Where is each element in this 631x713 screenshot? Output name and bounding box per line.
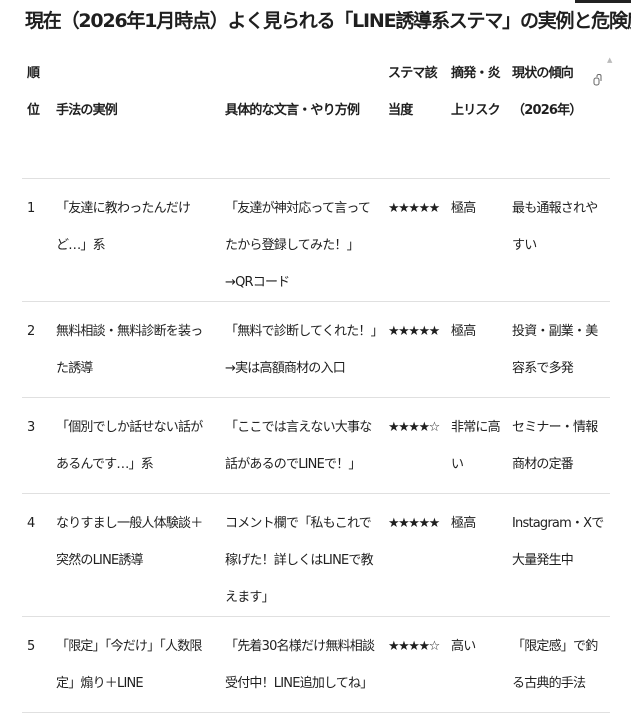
header-stealth: ステマ該当度	[388, 66, 438, 118]
cell-rank: 1	[27, 201, 35, 216]
table-row: 4 なりすまし一般人体験談＋突然のLINE誘導 コメント欄で「私もこれで稼げた！詳し…	[22, 493, 610, 617]
table-row: 2 無料相談・無料診断を装った誘導 「無料で診断してくれた！」→実は高額商材の入口 ★…	[22, 301, 610, 398]
table-row: 1 「友達に教わったんだけど…」系 「友達が神対応って言ってたから登録してみた！」→…	[22, 178, 610, 302]
cell-risk: 非常に高い	[451, 420, 501, 472]
cell-method: 無料相談・無料診断を装った誘導	[56, 324, 203, 376]
table-header-row: 順位 手法の実例 具体的な文言・やり方例 ステマ該当度 摘発・炎上リスク 現状の…	[22, 52, 610, 179]
header-trend: 現状の傾向（2026年）	[512, 66, 582, 118]
cell-example: 「ここでは言えない大事な話があるのでLINEで！」	[225, 420, 372, 472]
stealth-marketing-table: 順位 手法の実例 具体的な文言・やり方例 ステマ該当度 摘発・炎上リスク 現状の…	[22, 52, 610, 713]
cell-rank: 2	[27, 324, 35, 339]
cell-risk: 極高	[451, 516, 476, 531]
cell-rank: 3	[27, 420, 35, 435]
header-example: 具体的な文言・やり方例	[225, 103, 360, 118]
cell-rank: 4	[27, 516, 35, 531]
cell-stealth: ★★★★☆	[388, 420, 440, 435]
cell-method: なりすまし一般人体験談＋突然のLINE誘導	[56, 516, 203, 568]
table-row: 3 「個別でしか話せない話があるんです…」系 「ここでは言えない大事な話があるのでL…	[22, 397, 610, 494]
cell-stealth: ★★★★★	[388, 201, 440, 216]
copy-icon[interactable]	[593, 74, 603, 86]
cell-trend: 最も通報されやすい	[512, 201, 598, 253]
scroll-up-arrow-icon[interactable]: ▲	[607, 56, 613, 64]
cell-example: 「友達が神対応って言ってたから登録してみた！」→QRコード	[225, 201, 371, 290]
cell-stealth: ★★★★★	[388, 516, 440, 531]
page-title: 現在（2026年1月時点）よく見られる「LINE誘導系ステマ」の実例と危険度	[25, 10, 631, 32]
cell-trend: セミナー・情報商材の定番	[512, 420, 598, 472]
cell-example: 「無料で診断してくれた！」→実は高額商材の入口	[225, 324, 377, 376]
cell-risk: 極高	[451, 324, 476, 339]
cell-method: 「友達に教わったんだけど…」系	[56, 201, 191, 253]
cell-example: コメント欄で「私もこれで稼げた！詳しくはLINEで教えます」	[225, 516, 374, 605]
cell-method: 「個別でしか話せない話があるんです…」系	[56, 420, 203, 472]
header-risk: 摘発・炎上リスク	[451, 66, 501, 118]
cell-trend: Instagram・Xで大量発生中	[512, 516, 604, 568]
header-rank: 順位	[27, 66, 40, 118]
top-bar	[575, 0, 631, 3]
cell-stealth: ★★★★★	[388, 324, 440, 339]
header-method: 手法の実例	[56, 103, 118, 118]
cell-risk: 極高	[451, 201, 476, 216]
cell-trend: 投資・副業・美容系で多発	[512, 324, 598, 376]
